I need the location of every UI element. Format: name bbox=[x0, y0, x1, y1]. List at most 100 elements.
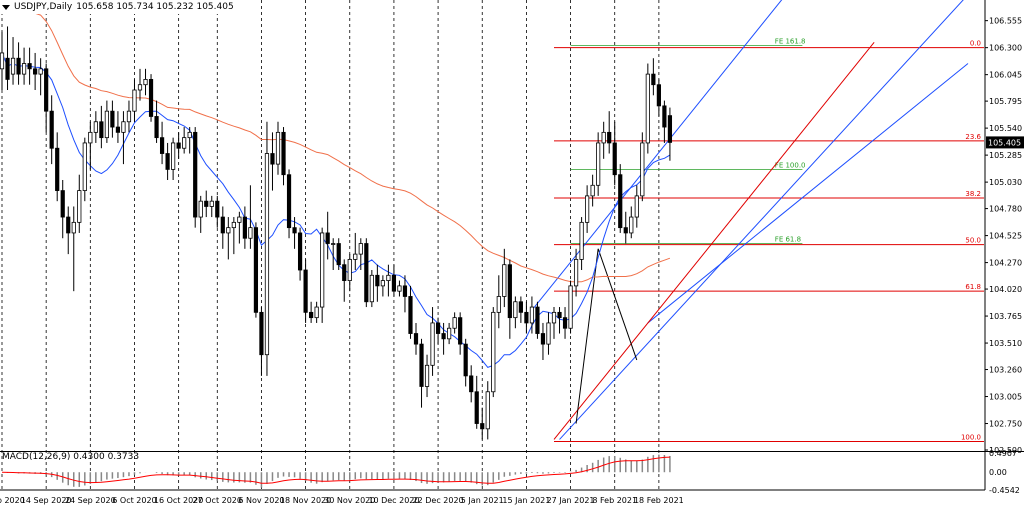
candle-body bbox=[303, 269, 308, 313]
channel-lower-line bbox=[559, 0, 964, 440]
candle bbox=[507, 259, 512, 339]
x-tick-label: 8 Feb 2021 bbox=[592, 496, 637, 505]
x-tick-label: 14 Sep 2020 bbox=[21, 496, 72, 505]
symbol-label: USDJPY,Daily bbox=[14, 2, 73, 12]
x-tick-label: 22 Dec 2020 bbox=[413, 496, 464, 505]
candle-body bbox=[656, 84, 661, 107]
candle-body bbox=[518, 301, 523, 313]
candle bbox=[121, 111, 126, 165]
candle-body bbox=[435, 322, 441, 334]
candle bbox=[148, 74, 154, 122]
candle-body bbox=[176, 142, 181, 149]
candle bbox=[640, 132, 645, 202]
candle-body bbox=[618, 174, 623, 229]
y-tick-label: 104.780 bbox=[989, 205, 1022, 214]
candle-body bbox=[485, 391, 490, 430]
candle bbox=[33, 52, 38, 90]
candle-body bbox=[309, 311, 314, 319]
candle bbox=[491, 307, 496, 398]
candle bbox=[596, 132, 601, 196]
ma-slow-line bbox=[5, 0, 671, 283]
candle bbox=[264, 121, 270, 376]
candle-body bbox=[137, 84, 143, 91]
candle-body bbox=[220, 216, 225, 234]
candle-body bbox=[60, 190, 65, 218]
candle-body bbox=[281, 131, 286, 176]
candle bbox=[314, 301, 319, 323]
candle bbox=[0, 31, 5, 90]
candle-body bbox=[540, 333, 546, 345]
candle bbox=[562, 307, 568, 339]
candle-body bbox=[645, 73, 650, 144]
candle-body bbox=[623, 227, 628, 234]
y-tick-label: 103.260 bbox=[989, 366, 1022, 375]
candle-body bbox=[33, 68, 38, 75]
candle-body bbox=[358, 243, 363, 255]
candle-body bbox=[44, 68, 49, 112]
y-tick-label: 106.045 bbox=[989, 71, 1022, 80]
candle bbox=[452, 312, 457, 334]
dropdown-triangle-icon[interactable] bbox=[2, 4, 10, 10]
candle bbox=[88, 121, 93, 170]
candle-body bbox=[115, 126, 121, 133]
candle-body bbox=[651, 73, 656, 86]
candle bbox=[220, 206, 225, 249]
candle-body bbox=[5, 57, 10, 80]
candle bbox=[485, 381, 490, 440]
candle bbox=[248, 185, 253, 249]
candle-body bbox=[562, 317, 568, 329]
candle bbox=[397, 280, 402, 297]
fe-level-label: FE 100.0 bbox=[775, 161, 806, 169]
candle bbox=[303, 259, 308, 323]
candle-body bbox=[231, 221, 236, 229]
candle-body bbox=[292, 227, 297, 234]
current-price-box bbox=[986, 136, 1024, 149]
fib-level-label: 61.8 bbox=[965, 283, 981, 291]
candle-body bbox=[110, 110, 115, 128]
macd-label: MACD(12,26,9) 0.4300 0.3733 bbox=[2, 452, 140, 462]
candle bbox=[143, 68, 148, 96]
candle bbox=[49, 95, 54, 165]
candle-body bbox=[573, 259, 579, 287]
y-tick-label: 103.510 bbox=[989, 339, 1022, 348]
candle bbox=[132, 79, 137, 122]
candle bbox=[16, 42, 21, 85]
candle bbox=[557, 307, 562, 334]
candle bbox=[518, 296, 523, 323]
candle bbox=[391, 264, 397, 297]
candle-body bbox=[331, 243, 336, 245]
candle-body bbox=[49, 110, 54, 149]
candle-body bbox=[557, 311, 562, 319]
fib-level-label: 100.0 bbox=[961, 434, 981, 442]
candle bbox=[198, 195, 203, 233]
candle bbox=[154, 100, 159, 143]
red-trend-line bbox=[553, 42, 875, 440]
candle-body bbox=[126, 110, 132, 123]
candle bbox=[297, 227, 303, 281]
candle-body bbox=[502, 264, 507, 297]
candle bbox=[579, 217, 584, 270]
fib-level-label: 50.0 bbox=[965, 237, 981, 245]
candle-body bbox=[342, 264, 347, 281]
candle bbox=[358, 238, 363, 270]
candle-body bbox=[82, 142, 87, 191]
x-tick-label: 2 Sep 2020 bbox=[0, 496, 25, 505]
candle bbox=[82, 137, 87, 202]
candle-body bbox=[99, 121, 104, 139]
candle-body bbox=[93, 121, 98, 133]
candle-body bbox=[447, 327, 452, 340]
x-tick-label: 27 Jan 2021 bbox=[547, 496, 595, 505]
candle-body bbox=[408, 296, 413, 334]
candle bbox=[502, 248, 507, 308]
candle bbox=[590, 174, 595, 207]
macd-signal-line bbox=[1, 456, 670, 484]
candle bbox=[524, 301, 529, 334]
y-tick-label: 105.030 bbox=[989, 178, 1022, 187]
candle-body bbox=[491, 311, 496, 393]
candle bbox=[380, 275, 385, 297]
candle-body bbox=[275, 131, 281, 165]
x-tick-label: 18 Nov 2020 bbox=[280, 496, 331, 505]
candle bbox=[546, 312, 551, 355]
candle bbox=[424, 354, 430, 398]
